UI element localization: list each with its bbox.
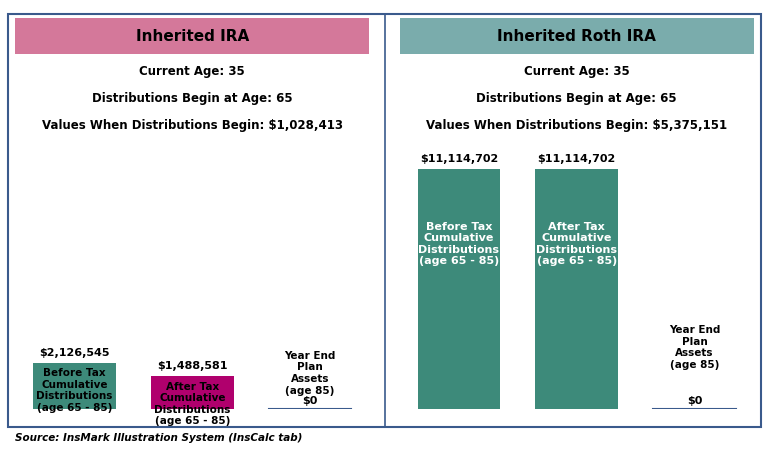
Text: Before Tax
Cumulative
Distributions
(age 65 - 85): Before Tax Cumulative Distributions (age… <box>418 222 499 266</box>
FancyBboxPatch shape <box>8 14 761 427</box>
Text: Distributions Begin at Age: 65: Distributions Begin at Age: 65 <box>92 92 292 105</box>
Text: Before Tax
Cumulative
Distributions
(age 65 - 85): Before Tax Cumulative Distributions (age… <box>36 368 112 413</box>
Text: Source: InsMark Illustration System (InsCalc tab): Source: InsMark Illustration System (Ins… <box>15 433 303 443</box>
Bar <box>33 363 115 409</box>
Text: Values When Distributions Begin: $5,375,151: Values When Distributions Begin: $5,375,… <box>426 118 727 132</box>
Text: $2,126,545: $2,126,545 <box>39 348 110 358</box>
Text: Year End
Plan
Assets
(age 85): Year End Plan Assets (age 85) <box>285 351 336 395</box>
Text: $0: $0 <box>302 396 318 406</box>
Text: $11,114,702: $11,114,702 <box>538 154 616 164</box>
Bar <box>418 169 500 409</box>
Text: $11,114,702: $11,114,702 <box>420 154 498 164</box>
Text: Values When Distributions Begin: $1,028,413: Values When Distributions Begin: $1,028,… <box>42 118 343 132</box>
FancyBboxPatch shape <box>400 18 754 54</box>
Text: Distributions Begin at Age: 65: Distributions Begin at Age: 65 <box>477 92 677 105</box>
Text: $1,488,581: $1,488,581 <box>157 361 228 371</box>
Text: After Tax
Cumulative
Distributions
(age 65 - 85): After Tax Cumulative Distributions (age … <box>154 382 231 426</box>
Bar <box>535 169 618 409</box>
Text: $0: $0 <box>687 396 702 406</box>
Text: Current Age: 35: Current Age: 35 <box>139 65 245 78</box>
Text: Inherited IRA: Inherited IRA <box>135 29 249 44</box>
Text: After Tax
Cumulative
Distributions
(age 65 - 85): After Tax Cumulative Distributions (age … <box>536 222 618 266</box>
FancyBboxPatch shape <box>15 18 369 54</box>
Text: Inherited Roth IRA: Inherited Roth IRA <box>498 29 656 44</box>
Text: Current Age: 35: Current Age: 35 <box>524 65 630 78</box>
Text: Year End
Plan
Assets
(age 85): Year End Plan Assets (age 85) <box>669 325 721 370</box>
Bar <box>151 376 234 409</box>
